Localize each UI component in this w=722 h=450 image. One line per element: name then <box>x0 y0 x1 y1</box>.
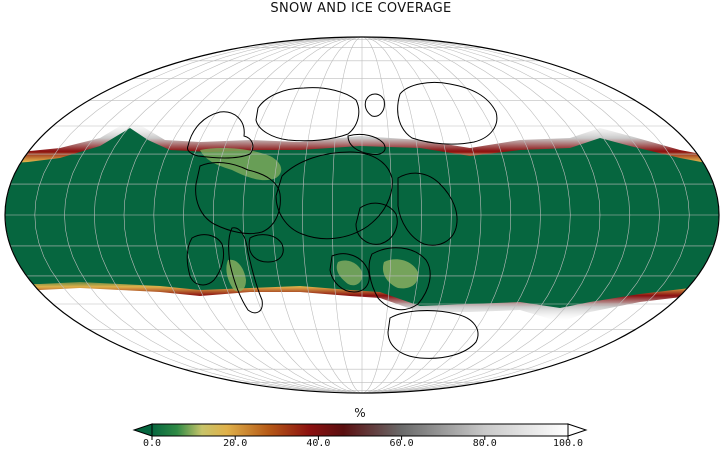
land-snow-patch-australia <box>336 260 363 286</box>
colorbar-tick-label: 100.0 <box>552 438 584 449</box>
ice-free-region <box>5 128 719 308</box>
colorbar-tick-label: 80.0 <box>472 438 497 449</box>
colorbar-unit-label: % <box>354 406 366 420</box>
coastlines <box>186 81 498 359</box>
colorbar-tick-label: 0.0 <box>142 438 162 449</box>
map-title: SNOW AND ICE COVERAGE <box>270 1 452 16</box>
colorbar <box>132 423 588 440</box>
colorbar-extend-max <box>567 423 588 437</box>
colorbar-tick-label: 40.0 <box>306 438 331 449</box>
colorbar-ticks <box>151 436 569 440</box>
land-snow-patch-north <box>200 148 282 181</box>
colorbar-tick-label: 60.0 <box>389 438 414 449</box>
colorbar-tick-label: 20.0 <box>223 438 248 449</box>
colorbar-extend-min <box>132 423 153 437</box>
globe-outline <box>4 36 720 394</box>
land-snow-patch-africa <box>382 259 419 289</box>
colorbar-gradient <box>151 423 569 437</box>
